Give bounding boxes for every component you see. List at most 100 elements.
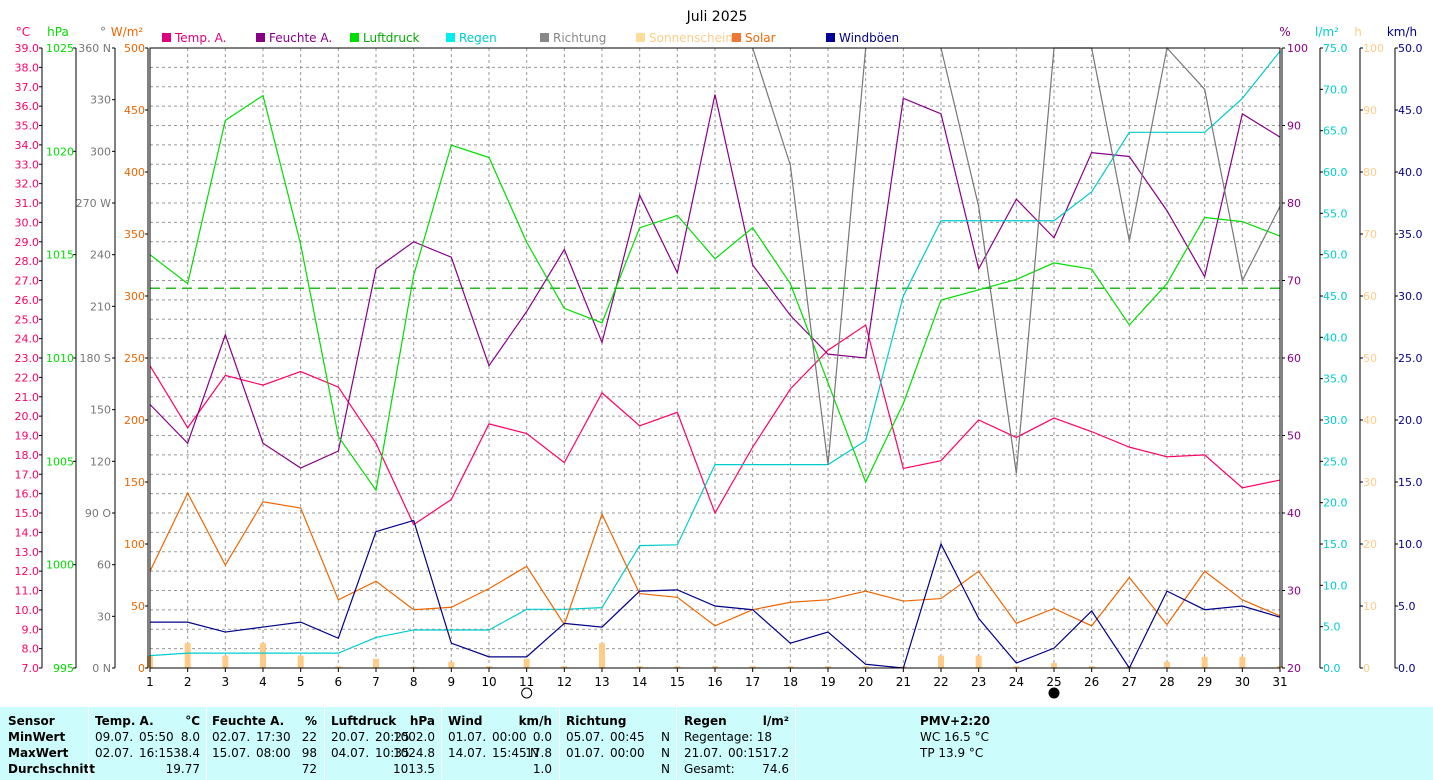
sunshine-bar bbox=[486, 666, 492, 668]
sunshine-bar bbox=[1164, 661, 1170, 668]
sunshine-bar bbox=[712, 666, 718, 668]
stats-value: 1024.8 bbox=[393, 746, 435, 760]
x-tick-label: 13 bbox=[594, 675, 609, 689]
rain-tick-label: 55.0 bbox=[1323, 207, 1348, 220]
stats-value: 1002.0 bbox=[393, 730, 435, 744]
temp-tick-label: 28.0 bbox=[15, 255, 40, 268]
dir-tick-label: 240 bbox=[90, 249, 111, 262]
stats-time: 17:30 bbox=[256, 730, 291, 744]
dir-tick-label: 150 bbox=[90, 404, 111, 417]
stats-date: 20.07. bbox=[331, 730, 370, 744]
series-line-luftdruck bbox=[149, 94, 1281, 492]
solar-tick-label: 300 bbox=[124, 290, 145, 303]
temp-tick-label: 11.0 bbox=[15, 585, 40, 598]
gust-tick-label: 25.0 bbox=[1398, 352, 1423, 365]
sun-tick-label: 50 bbox=[1363, 352, 1377, 365]
dir-tick-label: 30 bbox=[97, 610, 111, 623]
series-line-solar bbox=[149, 491, 1281, 627]
x-tick-label: 7 bbox=[372, 675, 380, 689]
legend-label: Solar bbox=[745, 31, 776, 45]
stats-time: 08:00 bbox=[256, 746, 291, 760]
solar-tick-label: 50 bbox=[131, 600, 145, 613]
hum-tick-label: 70 bbox=[1287, 275, 1301, 288]
sun-tick-label: 10 bbox=[1363, 600, 1377, 613]
x-tick-label: 19 bbox=[820, 675, 835, 689]
legend-label: Sonnenschein bbox=[649, 31, 733, 45]
legend-swatch bbox=[350, 33, 359, 42]
stats-rain: Regen l/m² Regentage: 18 21.07. 00:15 17… bbox=[684, 707, 789, 780]
press-tick-label: 1025 bbox=[46, 42, 74, 55]
stats-row-label: MaxWert bbox=[8, 746, 69, 760]
temp-tick-label: 29.0 bbox=[15, 236, 40, 249]
sunshine-bar bbox=[561, 666, 568, 668]
stats-value: 19.77 bbox=[165, 762, 200, 776]
stats-time: 15:45 bbox=[492, 746, 527, 760]
temp-tick-label: 38.0 bbox=[15, 61, 40, 74]
stats-press-unit: hPa bbox=[409, 714, 435, 728]
temp-tick-label: 35.0 bbox=[15, 120, 40, 133]
temp-tick-label: 12.0 bbox=[15, 565, 40, 578]
stats-row-label: Durchschnitt bbox=[8, 762, 96, 776]
temp-tick-label: 7.0 bbox=[22, 662, 40, 675]
temp-tick-label: 9.0 bbox=[22, 623, 40, 636]
x-tick-label: 1 bbox=[146, 675, 154, 689]
separator bbox=[441, 707, 442, 780]
hum-tick-label: 50 bbox=[1287, 430, 1301, 443]
rain-tick-label: 25.0 bbox=[1323, 455, 1348, 468]
stats-rain-total-label: Gesamt: bbox=[684, 762, 735, 776]
temp-tick-label: 23.0 bbox=[15, 352, 40, 365]
dir-tick-label: 210 bbox=[90, 300, 111, 313]
press-unit-label: hPa bbox=[47, 25, 69, 39]
sunshine-bar bbox=[260, 643, 266, 668]
stats-date: 14.07. bbox=[448, 746, 487, 760]
stats-temp: Temp. A. °C 09.07. 05:50 8.0 02.07. 16:1… bbox=[95, 707, 200, 780]
x-tick-label: 18 bbox=[783, 675, 798, 689]
stats-value: 72 bbox=[301, 762, 317, 776]
rain-tick-label: 5.0 bbox=[1323, 621, 1341, 634]
legend-swatch bbox=[162, 33, 171, 42]
legend-label: Temp. A. bbox=[174, 31, 226, 45]
stats-sensor-header: Sensor bbox=[8, 714, 55, 728]
stats-date: 05.07. bbox=[566, 730, 605, 744]
sunshine-bar bbox=[1088, 666, 1095, 668]
stats-value: N bbox=[661, 730, 670, 744]
stats-time: 05:50 bbox=[139, 730, 174, 744]
solar-tick-label: 250 bbox=[124, 352, 145, 365]
temp-tick-label: 13.0 bbox=[15, 546, 40, 559]
stats-time: 00:15 bbox=[728, 746, 763, 760]
gust-unit-label: km/h bbox=[1387, 25, 1417, 39]
x-tick-label: 22 bbox=[933, 675, 948, 689]
dir-tick-label: 330 bbox=[90, 94, 111, 107]
sun-tick-label: 40 bbox=[1363, 414, 1377, 427]
solar-tick-label: 150 bbox=[124, 476, 145, 489]
sunshine-bar bbox=[1239, 656, 1246, 668]
dir-tick-label: 90 O bbox=[85, 507, 111, 520]
sun-tick-label: 70 bbox=[1363, 228, 1377, 241]
stats-press-header: Luftdruck bbox=[331, 714, 397, 728]
rain-tick-label: 10.0 bbox=[1323, 579, 1348, 592]
sunshine-bar bbox=[749, 666, 756, 668]
temp-tick-label: 8.0 bbox=[22, 643, 40, 656]
solar-tick-label: 350 bbox=[124, 228, 145, 241]
x-tick-label: 27 bbox=[1122, 675, 1137, 689]
gust-tick-label: 0.0 bbox=[1398, 662, 1416, 675]
solar-tick-label: 100 bbox=[124, 538, 145, 551]
sunshine-bar bbox=[1013, 666, 1020, 668]
sunshine-bar bbox=[222, 655, 229, 668]
gust-tick-label: 5.0 bbox=[1398, 600, 1416, 613]
temp-tick-label: 32.0 bbox=[15, 178, 40, 191]
stats-value: 38.4 bbox=[173, 746, 200, 760]
dir-tick-label: 180 S bbox=[80, 352, 111, 365]
sun-unit-label: h bbox=[1354, 25, 1362, 39]
legend-label: Regen bbox=[459, 31, 497, 45]
dir-tick-label: 60 bbox=[97, 559, 111, 572]
full-moon-icon bbox=[521, 687, 533, 699]
gust-tick-label: 35.0 bbox=[1398, 228, 1423, 241]
stats-time: 00:00 bbox=[492, 730, 527, 744]
hum-tick-label: 20 bbox=[1287, 662, 1301, 675]
x-axis: 1 2 3 4 5 6 7 8 9 10 11 12 13 14 15 16 17 18 19 20 21 22 23 24 2… bbox=[146, 668, 1288, 689]
sun-tick-label: 80 bbox=[1363, 166, 1377, 179]
solar-tick-label: 200 bbox=[124, 414, 145, 427]
temp-tick-label: 20.0 bbox=[15, 410, 40, 423]
temp-tick-label: 31.0 bbox=[15, 197, 40, 210]
